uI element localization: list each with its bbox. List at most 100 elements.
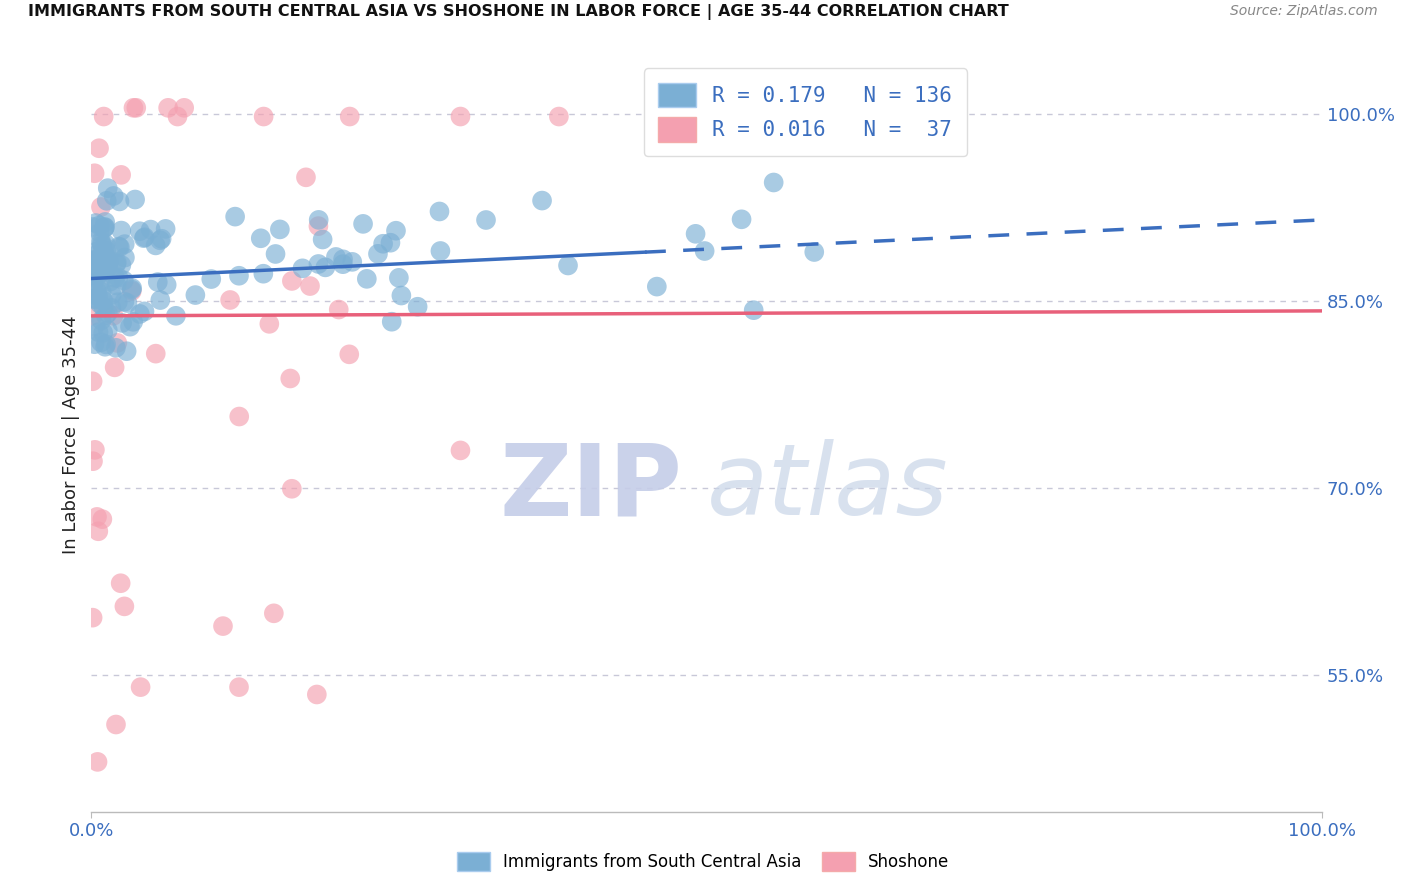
Point [155,222,177,236]
Point [145,346,167,360]
Point [87,141,110,155]
Point [332,257,354,271]
Point [82,252,104,267]
Point [112,273,135,287]
Point [150,232,173,246]
Point [118,319,141,334]
Point [105,255,128,269]
Point [105,717,127,731]
Point [249,231,271,245]
Point [82,276,104,290]
Point [91,326,114,340]
Point [356,272,378,286]
Point [91,293,114,308]
Point [337,347,360,361]
Point [103,189,125,203]
Point [121,284,143,298]
Point [339,110,361,124]
Point [87,524,110,539]
Point [228,409,250,424]
Point [762,176,785,190]
Point [90,200,112,214]
Point [82,309,104,323]
Point [645,279,668,293]
Point [117,296,139,310]
Y-axis label: In Labor Force | Age 35-44: In Labor Force | Age 35-44 [62,316,80,554]
Point [685,227,707,241]
Point [91,244,114,259]
Point [107,270,129,285]
Point [165,309,187,323]
Point [121,283,143,297]
Point [149,293,172,307]
Point [756,110,779,124]
Point [121,281,143,295]
Point [389,288,412,302]
Point [83,337,105,351]
Point [128,307,150,321]
Point [342,255,364,269]
Point [97,260,120,274]
Point [94,249,117,263]
Point [97,323,120,337]
Point [184,288,207,302]
Point [219,293,242,307]
Point [89,226,111,240]
Point [803,245,825,260]
Point [94,308,117,322]
Point [278,371,301,385]
Point [269,222,291,236]
Text: ZIP: ZIP [499,439,682,536]
Point [94,220,117,235]
Point [97,306,120,320]
Point [531,194,554,208]
Point [295,170,318,185]
Point [449,443,471,458]
Point [93,263,115,277]
Point [658,110,681,124]
Point [100,287,122,301]
Point [91,238,114,252]
Point [96,244,118,258]
Point [90,235,112,249]
Point [200,272,222,286]
Point [110,223,132,237]
Point [84,216,107,230]
Point [112,294,135,309]
Point [429,244,451,258]
Point [139,222,162,236]
Point [104,341,127,355]
Point [93,220,115,235]
Point [90,313,112,327]
Point [381,315,404,329]
Point [108,240,131,254]
Legend: R = 0.179   N = 136, R = 0.016   N =  37: R = 0.179 N = 136, R = 0.016 N = 37 [644,69,967,156]
Point [90,285,112,299]
Point [108,194,131,209]
Point [93,247,115,261]
Point [110,168,132,182]
Point [122,315,145,329]
Point [91,512,114,526]
Point [82,610,104,624]
Point [149,233,172,247]
Point [93,110,115,124]
Point [855,110,877,124]
Point [105,335,128,350]
Point [281,482,304,496]
Point [82,219,104,234]
Point [82,259,104,273]
Point [145,238,167,252]
Point [314,260,336,275]
Point [307,219,329,233]
Point [308,212,330,227]
Point [105,257,128,271]
Point [253,110,276,124]
Text: atlas: atlas [706,439,948,536]
Point [82,281,104,295]
Point [84,442,107,457]
Point [94,337,117,351]
Point [134,304,156,318]
Point [385,224,408,238]
Point [86,285,108,299]
